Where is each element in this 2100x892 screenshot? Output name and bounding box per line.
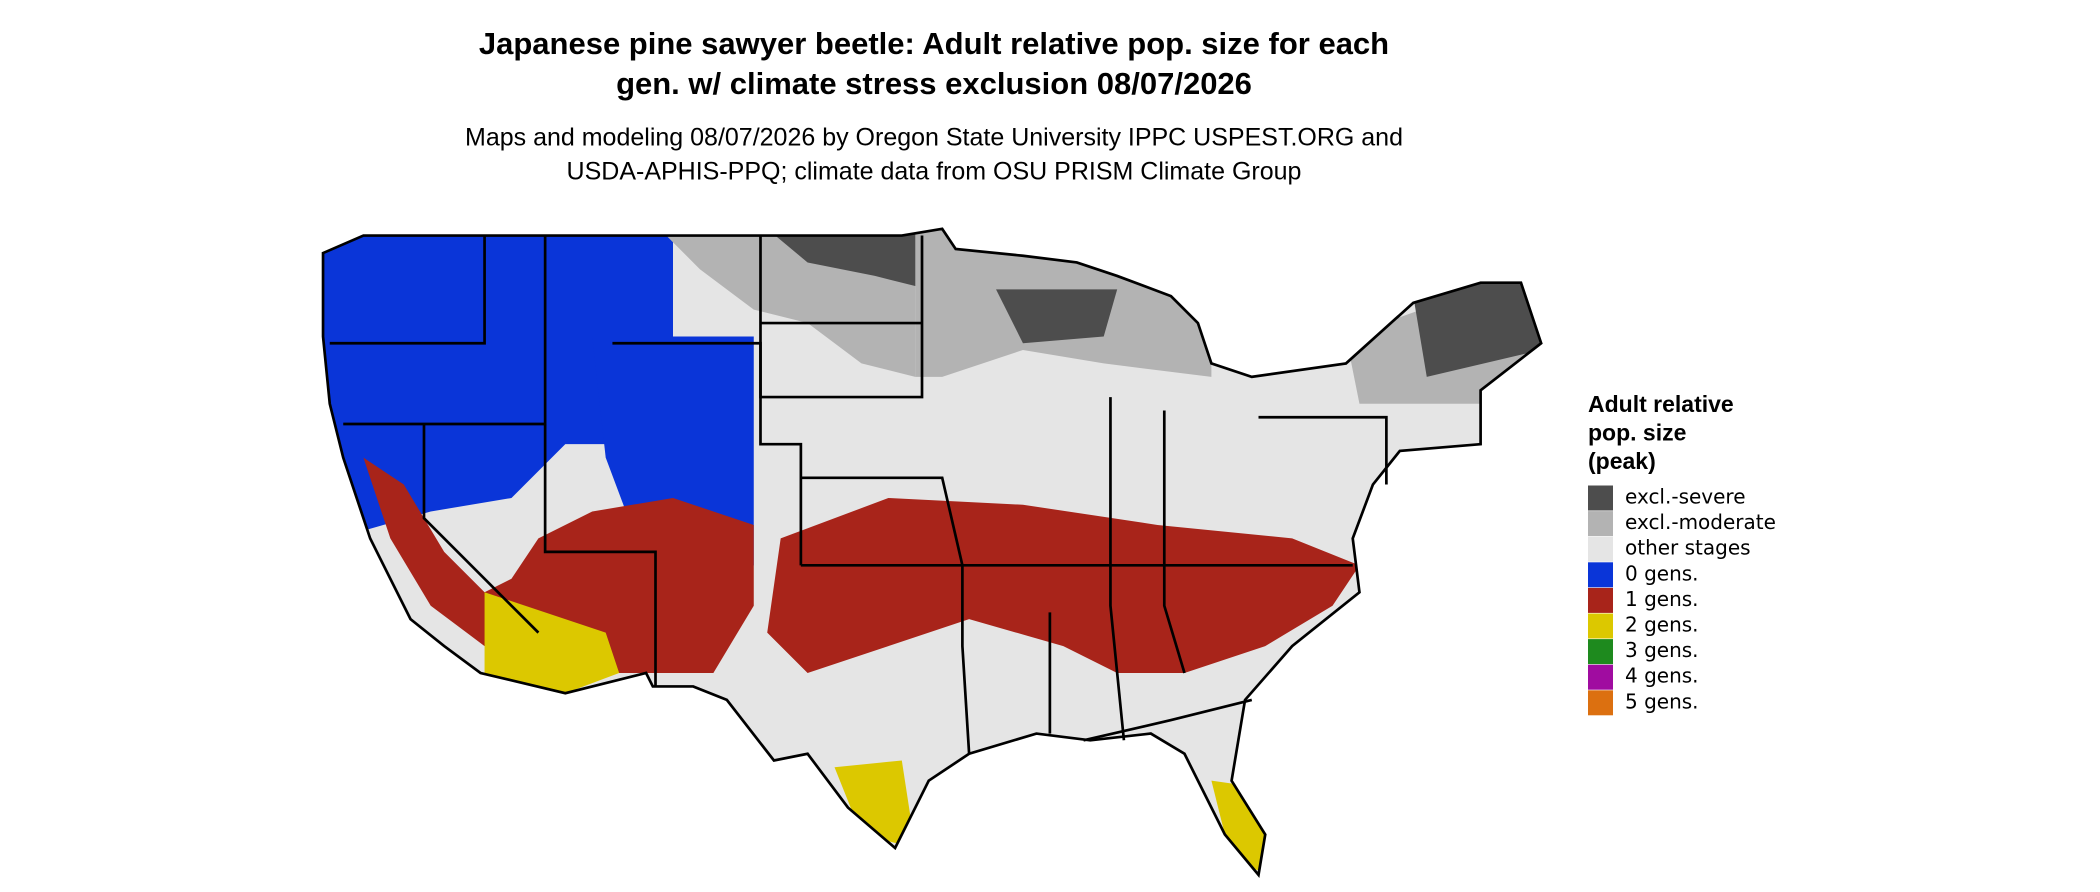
state-line — [1083, 698, 1253, 742]
legend-title-line: pop. size — [1588, 420, 1686, 446]
legend-label: excl.-severe — [1625, 485, 1746, 509]
region — [834, 760, 916, 848]
legend-label: 2 gens. — [1625, 613, 1699, 637]
legend: Adult relative pop. size(peak) excl.-sever… — [1588, 391, 1776, 716]
us-outline — [321, 227, 1543, 879]
legend-title-line: Adult relative — [1588, 391, 1734, 417]
state-line — [1258, 415, 1388, 485]
legend-swatch — [1588, 690, 1613, 716]
state-line — [1109, 397, 1126, 741]
legend-label: 5 gens. — [1625, 689, 1699, 713]
state-line — [543, 423, 657, 687]
state-line — [800, 476, 964, 566]
map-regions — [323, 228, 1542, 875]
legend-label: 1 gens. — [1625, 587, 1699, 611]
state-lines — [329, 235, 1388, 754]
state-line — [759, 235, 924, 399]
state-line — [329, 235, 486, 345]
legend-label: other stages — [1625, 536, 1751, 560]
region — [996, 289, 1118, 344]
legend-swatch — [1588, 639, 1613, 665]
legend-swatch — [1588, 511, 1613, 537]
title-line: gen. w/ climate stress exclusion 08/07/2… — [616, 66, 1252, 101]
state-line — [422, 423, 540, 634]
subtitle-line: USDA-APHIS-PPQ; climate data from OSU PR… — [567, 158, 1302, 186]
region — [767, 498, 1360, 673]
legend-swatch — [1588, 562, 1613, 588]
region — [323, 228, 673, 539]
subtitle-line: Maps and modeling 08/07/2026 by Oregon S… — [465, 124, 1403, 152]
state-line — [800, 563, 971, 754]
state-line — [612, 341, 803, 566]
region — [484, 592, 620, 694]
legend-swatch — [1588, 485, 1613, 511]
legend-swatch — [1588, 536, 1613, 562]
legend-swatch — [1588, 587, 1613, 613]
state-line — [1162, 410, 1186, 674]
legend-swatch — [1588, 664, 1613, 690]
legend-swatch — [1588, 613, 1613, 639]
title-line: Japanese pine sawyer beetle: Adult relat… — [479, 26, 1389, 61]
legend-label: 3 gens. — [1625, 638, 1699, 662]
legend-label: 4 gens. — [1625, 664, 1699, 688]
legend-title-line: (peak) — [1588, 448, 1656, 474]
legend-label: 0 gens. — [1625, 561, 1699, 585]
map — [321, 227, 1543, 879]
legend-label: excl.-moderate — [1625, 510, 1776, 534]
region — [1413, 269, 1542, 377]
